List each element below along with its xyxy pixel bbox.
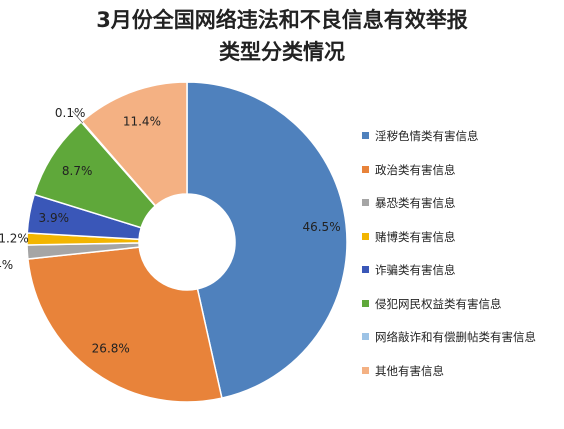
- legend-swatch: [362, 199, 369, 206]
- legend-swatch: [362, 333, 369, 340]
- legend-item: 侵犯网民权益类有害信息: [362, 296, 536, 330]
- slice-label: 46.5%: [302, 220, 340, 234]
- legend-label: 网络敲诈和有偿删帖类有害信息: [375, 330, 536, 344]
- legend-swatch: [362, 132, 369, 139]
- legend-label: 诈骗类有害信息: [375, 263, 456, 277]
- chart-title: 3月份全国网络违法和不良信息有效举报 类型分类情况: [0, 4, 564, 68]
- slice-label: 3.9%: [39, 211, 70, 225]
- chart-title-line-2: 类型分类情况: [219, 40, 345, 64]
- legend-item: 政治类有害信息: [362, 162, 536, 196]
- legend-item: 淫秽色情类有害信息: [362, 128, 536, 162]
- slice-label: 26.8%: [92, 341, 130, 355]
- slice-label: 0.1%: [55, 106, 86, 120]
- legend-label: 赌博类有害信息: [375, 229, 456, 244]
- legend-label: 暴恐类有害信息: [375, 196, 456, 210]
- legend-label: 政治类有害信息: [375, 162, 456, 177]
- slice-label: 8.7%: [62, 164, 93, 178]
- legend-item: 诈骗类有害信息: [362, 262, 536, 296]
- chart-title-line-1: 3月份全国网络违法和不良信息有效举报: [96, 8, 468, 32]
- legend-item: 网络敲诈和有偿删帖类有害信息: [362, 329, 536, 363]
- legend-swatch: [362, 165, 369, 173]
- legend-label: 侵犯网民权益类有害信息: [375, 296, 502, 311]
- legend-label: 淫秽色情类有害信息: [375, 129, 479, 143]
- legend-swatch: [362, 232, 369, 240]
- slice-label: 1.2%: [0, 232, 29, 246]
- legend-label: 其他有害信息: [375, 363, 444, 378]
- leader-line: [72, 110, 84, 124]
- slice-label: 1.4%: [0, 258, 13, 272]
- legend-swatch: [362, 366, 369, 374]
- legend-item: 赌博类有害信息: [362, 229, 536, 263]
- legend-item: 其他有害信息: [362, 363, 536, 397]
- chart-legend: 淫秽色情类有害信息 政治类有害信息 暴恐类有害信息 赌博类有害信息 诈骗类有害信…: [362, 128, 536, 396]
- donut-slice: [80, 81, 188, 207]
- donut-slice: [186, 81, 348, 400]
- donut-slice: [27, 246, 223, 403]
- slice-label: 11.4%: [123, 115, 161, 129]
- legend-item: 暴恐类有害信息: [362, 195, 536, 229]
- legend-swatch: [362, 299, 369, 307]
- legend-swatch: [362, 266, 369, 273]
